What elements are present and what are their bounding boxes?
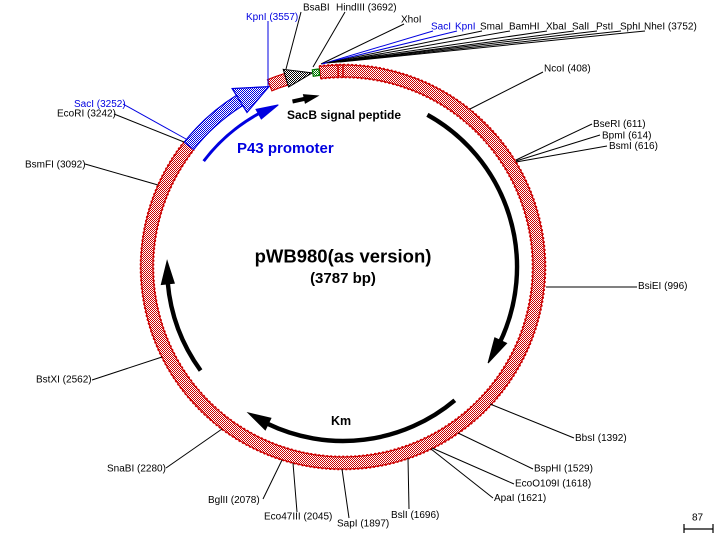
svg-text:XbaI: XbaI [546, 22, 567, 33]
svg-text:SalI: SalI [572, 22, 589, 33]
svg-text:BslI (1696): BslI (1696) [391, 510, 439, 521]
svg-text:87: 87 [692, 513, 704, 524]
svg-text:SacB signal peptide: SacB signal peptide [287, 108, 401, 122]
svg-text:EcoO109I (1618): EcoO109I (1618) [515, 479, 591, 490]
svg-text:SphI: SphI [620, 22, 641, 33]
svg-text:BseRI (611): BseRI (611) [593, 119, 646, 130]
svg-text:Eco47III (2045): Eco47III (2045) [264, 512, 332, 523]
svg-text:BspHI (1529): BspHI (1529) [534, 464, 593, 475]
svg-text:BsmI (616): BsmI (616) [609, 141, 658, 152]
svg-text:SacI (3252): SacI (3252) [74, 99, 126, 110]
svg-text:SacI: SacI [431, 22, 451, 33]
svg-text:EcoRI (3242): EcoRI (3242) [57, 109, 116, 120]
svg-text:BpmI (614): BpmI (614) [602, 131, 651, 142]
svg-text:BsmFI (3092): BsmFI (3092) [25, 160, 86, 171]
svg-text:BbsI (1392): BbsI (1392) [575, 433, 627, 444]
svg-text:(3787 bp): (3787 bp) [310, 270, 376, 287]
svg-text:XhoI: XhoI [401, 15, 422, 26]
svg-text:BsaBI: BsaBI [303, 3, 330, 14]
svg-text:BamHI: BamHI [509, 22, 540, 33]
svg-text:SmaI: SmaI [480, 22, 503, 33]
svg-text:SapI (1897): SapI (1897) [337, 519, 389, 530]
svg-text:NheI (3752): NheI (3752) [644, 22, 697, 33]
svg-text:SnaBI (2280): SnaBI (2280) [107, 464, 166, 475]
svg-text:HindIII (3692): HindIII (3692) [336, 3, 397, 14]
svg-text:KpnI (3557): KpnI (3557) [246, 12, 298, 23]
svg-text:BsiEI (996): BsiEI (996) [638, 281, 687, 292]
svg-text:BstXI (2562): BstXI (2562) [36, 375, 92, 386]
svg-text:BglII (2078): BglII (2078) [208, 495, 260, 506]
svg-text:pWB980(as version): pWB980(as version) [255, 246, 432, 267]
svg-text:Km: Km [331, 414, 351, 428]
svg-text:NcoI (408): NcoI (408) [544, 64, 591, 75]
svg-text:ApaI (1621): ApaI (1621) [494, 493, 546, 504]
svg-text:P43 promoter: P43 promoter [237, 140, 334, 157]
svg-text:PstI: PstI [596, 22, 613, 33]
svg-text:KpnI: KpnI [455, 22, 476, 33]
